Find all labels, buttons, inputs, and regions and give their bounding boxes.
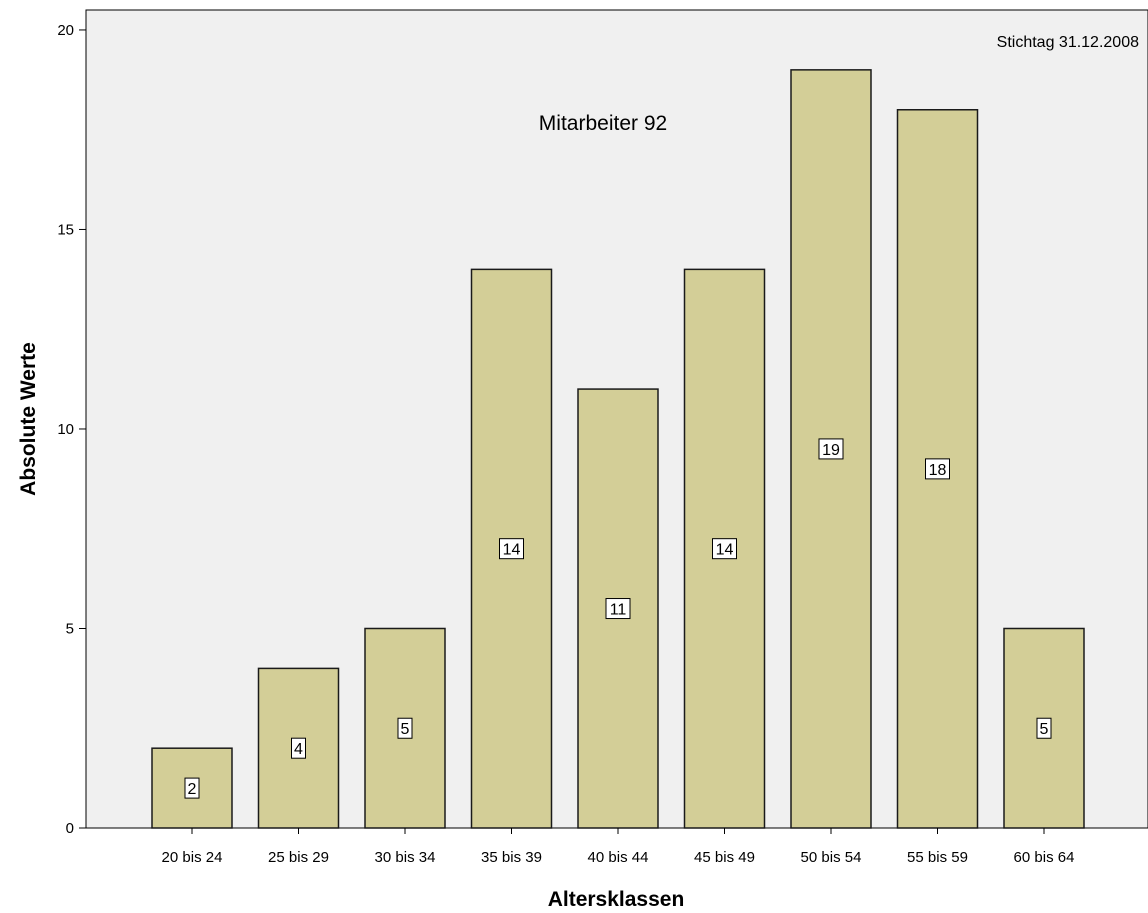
data-label: 14 <box>503 542 521 559</box>
y-tick-label: 20 <box>57 22 74 39</box>
x-axis: 20 bis 24 25 bis 29 30 bis 34 35 bis 39 40 b… <box>162 828 1075 866</box>
data-label: 14 <box>716 542 734 559</box>
x-tick-label: 35 bis 39 <box>481 849 542 866</box>
data-label-box <box>499 538 524 560</box>
data-label-box <box>925 458 950 480</box>
x-tick-label: 20 bis 24 <box>162 849 223 866</box>
y-tick-label: 0 <box>66 820 74 837</box>
x-tick-label: 40 bis 44 <box>588 849 649 866</box>
data-label-box <box>291 737 306 759</box>
x-tick-label: 45 bis 49 <box>694 849 755 866</box>
data-label: 2 <box>188 781 197 798</box>
x-axis-title: Altersklassen <box>548 888 685 911</box>
data-label: 5 <box>401 721 410 738</box>
employees-annotation: Mitarbeiter 92 <box>539 112 667 135</box>
y-tick-label: 10 <box>57 421 74 438</box>
data-label: 5 <box>1040 721 1049 738</box>
data-label-box <box>818 438 844 460</box>
y-axis: 0 5 10 15 20 <box>57 22 86 837</box>
data-label: 19 <box>822 442 840 459</box>
data-label: 18 <box>929 462 947 479</box>
x-tick-label: 55 bis 59 <box>907 849 968 866</box>
x-tick-label: 60 bis 64 <box>1014 849 1075 866</box>
y-axis-title: Absolute Werte <box>17 342 40 496</box>
data-label-box <box>397 717 413 739</box>
data-label-box <box>605 598 631 620</box>
x-tick-label: 30 bis 34 <box>375 849 436 866</box>
y-tick-label: 15 <box>57 221 74 238</box>
data-labels-group: 2 4 5 14 11 14 19 18 5 <box>184 438 1052 799</box>
data-label: 11 <box>610 602 627 619</box>
data-label-box <box>1036 717 1052 739</box>
data-label-box <box>184 777 200 799</box>
y-tick-label: 5 <box>66 620 74 637</box>
data-label: 4 <box>294 741 303 758</box>
x-tick-label: 50 bis 54 <box>801 849 862 866</box>
x-tick-label: 25 bis 29 <box>268 849 329 866</box>
data-label-box <box>712 538 737 560</box>
reference-date-annotation: Stichtag 31.12.2008 <box>997 34 1139 51</box>
